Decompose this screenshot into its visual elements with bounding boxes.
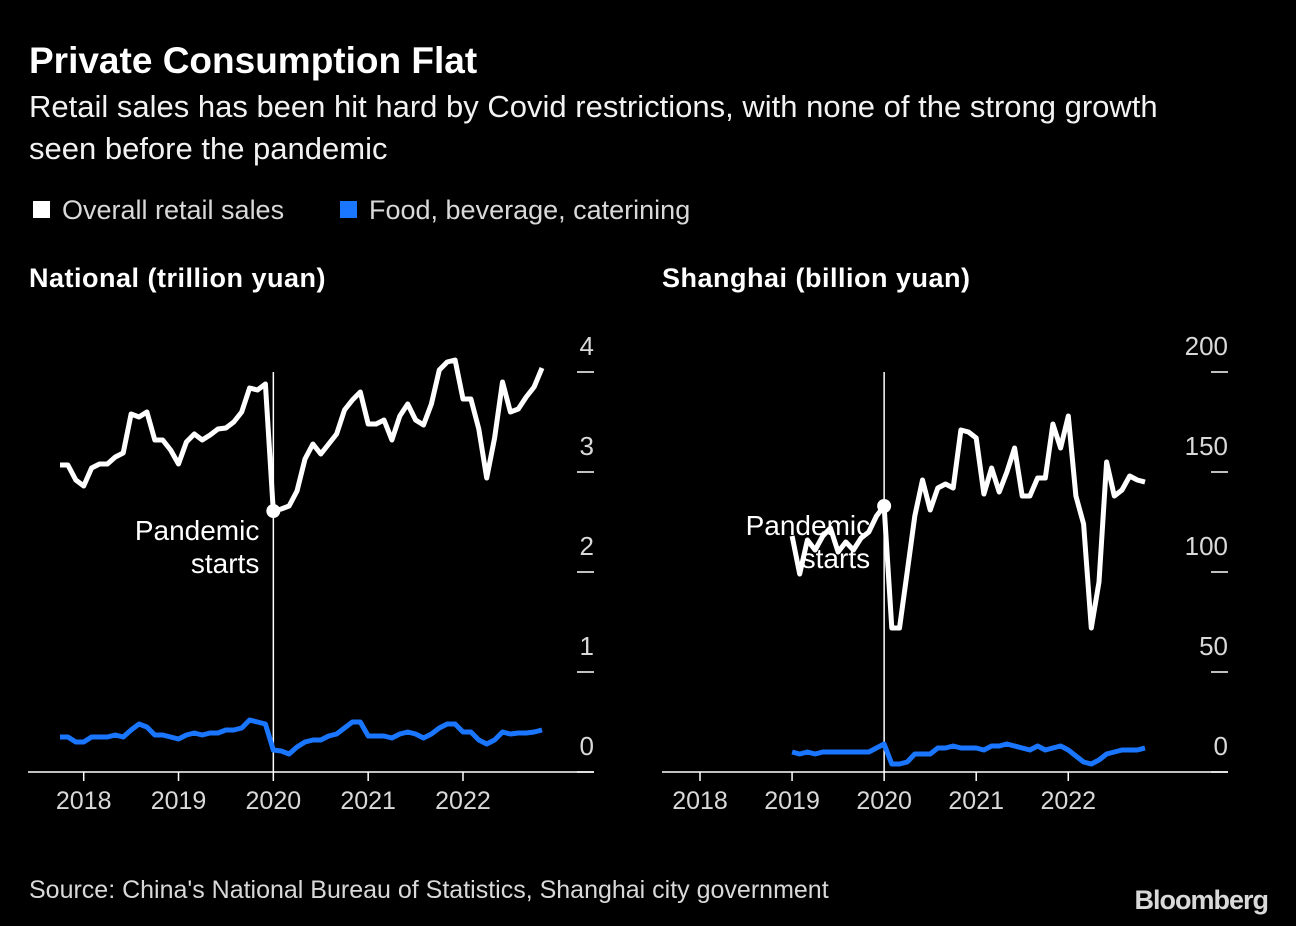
- y-tick-label: 4: [580, 331, 594, 361]
- source: Source: China's National Bureau of Stati…: [29, 876, 829, 904]
- annotation: Pandemic starts: [134, 515, 260, 579]
- series-line: [60, 357, 545, 514]
- subtitle: Retail sales has been hit hard by Covid …: [29, 89, 1158, 166]
- y-tick-label: 0: [1214, 731, 1228, 761]
- x-tick-label: 2022: [435, 787, 491, 815]
- panel-title: Shanghai (billion yuan): [662, 263, 971, 293]
- x-tick-label: 2018: [672, 787, 728, 815]
- annotation-dot: [266, 504, 281, 518]
- annotation: Pandemic starts: [745, 510, 871, 574]
- y-tick-label: 2: [580, 531, 594, 561]
- y-tick-label: 50: [1199, 631, 1228, 661]
- panel-title: National (trillion yuan): [29, 263, 326, 293]
- legend-swatch: [340, 201, 357, 218]
- x-tick-label: 2021: [340, 787, 396, 815]
- y-tick-label: 0: [580, 731, 594, 761]
- x-tick-label: 2020: [856, 787, 912, 815]
- x-tick-label: 2020: [246, 787, 302, 815]
- x-tick-label: 2022: [1040, 787, 1096, 815]
- legend-swatch: [33, 201, 50, 218]
- y-tick-label: 100: [1185, 531, 1228, 561]
- x-tick-label: 2021: [948, 787, 1004, 815]
- y-tick-label: 150: [1185, 431, 1228, 461]
- x-tick-label: 2019: [764, 787, 820, 815]
- y-tick-label: 3: [580, 431, 594, 461]
- legend-label: Food, beverage, caterining: [369, 195, 690, 225]
- x-tick-label: 2018: [56, 787, 112, 815]
- y-tick-label: 1: [580, 631, 594, 661]
- title: Private Consumption Flat: [29, 40, 478, 81]
- series-line: [791, 741, 1146, 767]
- y-tick-label: 200: [1185, 331, 1228, 361]
- annotation-dot: [877, 499, 892, 513]
- series-line: [789, 413, 1146, 631]
- legend-label: Overall retail sales: [62, 195, 284, 225]
- x-tick-label: 2019: [151, 787, 207, 815]
- series-line: [60, 717, 543, 757]
- logo: Bloomberg: [1134, 885, 1268, 915]
